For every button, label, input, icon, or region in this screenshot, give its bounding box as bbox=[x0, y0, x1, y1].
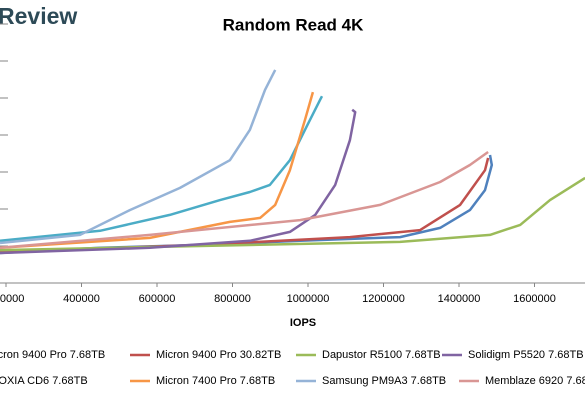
legend-label: Micron 9400 Pro 7.68TB bbox=[0, 349, 105, 361]
legend-label: KIOXIA CD6 7.68TB bbox=[0, 375, 88, 387]
series-line bbox=[0, 91, 315, 250]
x-tick-label: 200000 bbox=[0, 293, 24, 305]
series-line bbox=[0, 108, 357, 255]
x-axis-label: IOPS bbox=[290, 317, 316, 329]
series-line bbox=[0, 69, 277, 245]
x-tick-label: 400000 bbox=[63, 293, 100, 305]
legend-label: Dapustor R5100 7.68TB bbox=[322, 349, 441, 361]
legend-label: Solidigm P5520 7.68TB bbox=[468, 349, 584, 361]
x-tick-label: 1400000 bbox=[438, 293, 481, 305]
series-line bbox=[0, 154, 494, 255]
legend-label: Micron 7400 Pro 7.68TB bbox=[156, 375, 275, 387]
series-line bbox=[0, 150, 489, 250]
legend-label: Memblaze 6920 7.68TB bbox=[485, 375, 585, 387]
series-line bbox=[0, 176, 585, 252]
x-tick-label: 800000 bbox=[214, 293, 251, 305]
x-tick-label: 1600000 bbox=[513, 293, 556, 305]
x-tick-label: 1000000 bbox=[287, 293, 330, 305]
series-line bbox=[0, 157, 490, 254]
series-line bbox=[0, 95, 324, 243]
legend-label: Samsung PM9A3 7.68TB bbox=[322, 375, 446, 387]
logo: Review bbox=[0, 3, 77, 29]
x-tick-label: 600000 bbox=[139, 293, 176, 305]
x-tick-label: 1200000 bbox=[362, 293, 405, 305]
chart-title: Random Read 4K bbox=[223, 15, 364, 34]
legend-label: Micron 9400 Pro 30.82TB bbox=[156, 349, 281, 361]
